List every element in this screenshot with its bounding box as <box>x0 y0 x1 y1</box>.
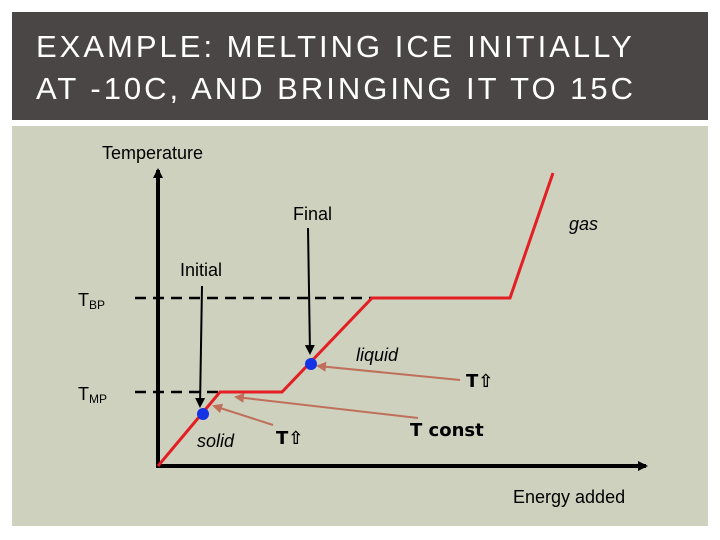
solid-label: solid <box>197 431 235 451</box>
initial-arrow <box>195 285 206 408</box>
title-line-1: EXAMPLE: MELTING ICE INITIALLY <box>36 29 635 64</box>
title-bar: EXAMPLE: MELTING ICE INITIALLY AT -10C, … <box>12 12 708 120</box>
t-const-arrow <box>234 392 419 419</box>
heating-curve <box>156 172 555 467</box>
gas-label: gas <box>569 214 598 234</box>
t-const-label: T const <box>410 420 484 441</box>
final-marker <box>305 358 317 370</box>
tbp-label: TBP <box>78 290 105 312</box>
tmp-label: TMP <box>78 384 107 406</box>
liquid-label: liquid <box>356 345 399 365</box>
content-panel <box>12 126 708 526</box>
final-label: Final <box>293 204 332 224</box>
initial-label: Initial <box>180 260 222 280</box>
slide-title: EXAMPLE: MELTING ICE INITIALLY AT -10C, … <box>36 26 708 110</box>
x-axis-label: Energy added <box>513 487 625 507</box>
t-up-label-liquid: T⇧ <box>466 371 493 392</box>
initial-marker <box>197 408 209 420</box>
y-axis-label: Temperature <box>102 143 203 163</box>
t-up-arrow-solid <box>212 403 274 426</box>
t-up-label-solid: T⇧ <box>276 428 303 449</box>
title-line-2: AT -10C, AND BRINGING IT TO 15C <box>36 71 637 106</box>
final-arrow <box>304 227 315 355</box>
t-up-arrow-liquid <box>316 361 461 381</box>
